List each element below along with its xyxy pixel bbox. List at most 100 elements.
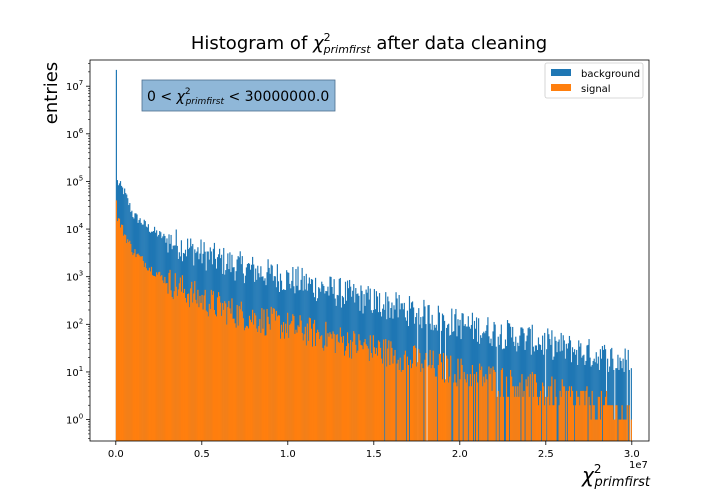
histogram-bar-background <box>592 360 594 441</box>
histogram-bar-signal <box>314 346 317 441</box>
histogram-bar-background <box>623 371 625 441</box>
histogram-bar-background <box>462 313 464 441</box>
histogram-bar-signal <box>410 368 413 441</box>
histogram-bar-signal <box>457 358 459 441</box>
histogram-bar-signal <box>303 334 305 441</box>
histogram-bar-signal <box>234 323 236 441</box>
histogram-bar-background <box>530 354 532 441</box>
histogram-bar-signal <box>320 336 322 441</box>
histogram-bar-signal <box>124 234 126 441</box>
histogram-bar-signal <box>373 347 375 441</box>
histogram-bar-signal <box>522 396 524 441</box>
histogram-bar-signal <box>549 405 551 441</box>
histogram-bar-background <box>537 337 540 441</box>
histogram-bar-signal <box>168 272 170 441</box>
histogram-bar-signal <box>131 252 133 441</box>
histogram-bar-background <box>616 368 618 441</box>
histogram-bar-signal <box>611 405 613 441</box>
histogram-bar-background <box>408 296 411 441</box>
histogram-bar-background <box>555 340 557 441</box>
histogram-bar-signal <box>159 271 161 441</box>
histogram-bar-signal <box>120 224 123 441</box>
histogram-bar-signal <box>532 396 534 441</box>
histogram-bar-signal <box>563 386 565 441</box>
histogram-bar-signal <box>559 390 561 441</box>
histogram-bar-signal <box>312 323 315 441</box>
histogram-bar-signal <box>169 269 171 441</box>
histogram-bar-signal <box>561 379 563 441</box>
histogram-bar-signal <box>248 315 251 441</box>
histogram-bar-signal <box>433 368 435 441</box>
histogram-bar-background <box>478 318 480 441</box>
x-tick-label: 0.5 <box>194 449 210 460</box>
histogram-bar-signal <box>141 256 143 441</box>
histogram-bar-signal <box>304 326 306 441</box>
histogram-bar-signal <box>618 419 620 441</box>
histogram-bar-signal <box>597 396 599 441</box>
histogram-bar-signal <box>338 342 340 441</box>
histogram-bar-signal <box>577 396 579 441</box>
histogram-bar-signal <box>492 366 494 441</box>
histogram-bar-signal <box>427 366 429 441</box>
histogram-bar-signal <box>285 323 287 441</box>
histogram-bar-signal <box>337 341 339 441</box>
histogram-bar-background <box>452 331 454 441</box>
histogram-bar-signal <box>295 329 297 441</box>
x-axis-label: χ2 primfirst <box>581 462 651 490</box>
histogram-bar-signal <box>591 390 593 441</box>
histogram-bar-signal <box>370 352 372 441</box>
histogram-bar-signal <box>165 283 167 441</box>
histogram-bar-signal <box>431 364 433 441</box>
histogram-bar-background <box>443 320 446 441</box>
annotation-background <box>141 79 336 112</box>
histogram-bar-background <box>448 323 450 441</box>
legend-label-background: background <box>581 69 640 80</box>
histogram-bar-signal <box>376 355 379 441</box>
histogram-bar-signal <box>263 309 265 441</box>
histogram-bar-signal <box>220 302 222 441</box>
histogram-bar-signal <box>565 390 567 441</box>
histogram-bar-signal <box>362 349 364 441</box>
histogram-bar-signal <box>502 396 504 441</box>
histogram-bar-background <box>618 369 620 441</box>
histogram-bar-background <box>502 348 504 441</box>
histogram-bar-signal <box>417 362 419 441</box>
histogram-bar-background <box>549 339 551 441</box>
histogram-bar-signal <box>341 342 343 441</box>
histogram-bar-signal <box>513 386 515 441</box>
histogram-bar-background <box>458 325 460 441</box>
histogram-bar-background <box>474 328 477 441</box>
histogram-bar-signal <box>515 386 517 441</box>
x-tick-label: 0.0 <box>108 449 124 460</box>
histogram-bar-signal <box>567 390 569 441</box>
histogram-bar-signal <box>453 382 455 441</box>
histogram-bar-signal <box>247 328 250 441</box>
histogram-bar-background <box>512 326 514 441</box>
histogram-bar-signal <box>305 345 307 441</box>
histogram-bar-background <box>546 349 548 441</box>
histogram-bar-signal <box>211 294 213 441</box>
histogram-bar-signal <box>232 318 234 441</box>
histogram-bar-signal <box>607 405 609 441</box>
histogram-bar-signal <box>202 309 204 441</box>
histogram-bar-signal <box>183 288 186 441</box>
histogram-bar-signal <box>268 324 270 441</box>
histogram-bar-signal <box>628 405 630 441</box>
histogram-bar-background <box>627 349 629 441</box>
histogram-bar-signal <box>379 347 382 441</box>
histogram-bar-signal <box>360 344 362 441</box>
histogram-bar-signal <box>558 405 560 441</box>
histogram-bar-signal <box>121 224 124 441</box>
histogram-bar-signal <box>608 405 610 441</box>
histogram-bar-signal <box>189 307 191 441</box>
histogram-bar-signal <box>626 405 628 441</box>
histogram-bar-signal <box>465 382 467 441</box>
histogram-bar-signal <box>440 362 443 441</box>
histogram-bar-signal <box>118 218 121 441</box>
histogram-bar-signal <box>216 297 219 441</box>
histogram-bar-signal <box>204 289 206 441</box>
histogram-bar-signal <box>545 396 547 441</box>
histogram-bar-signal <box>344 350 347 441</box>
histogram-bar-signal <box>382 363 384 441</box>
histogram-bar-signal <box>336 334 338 441</box>
